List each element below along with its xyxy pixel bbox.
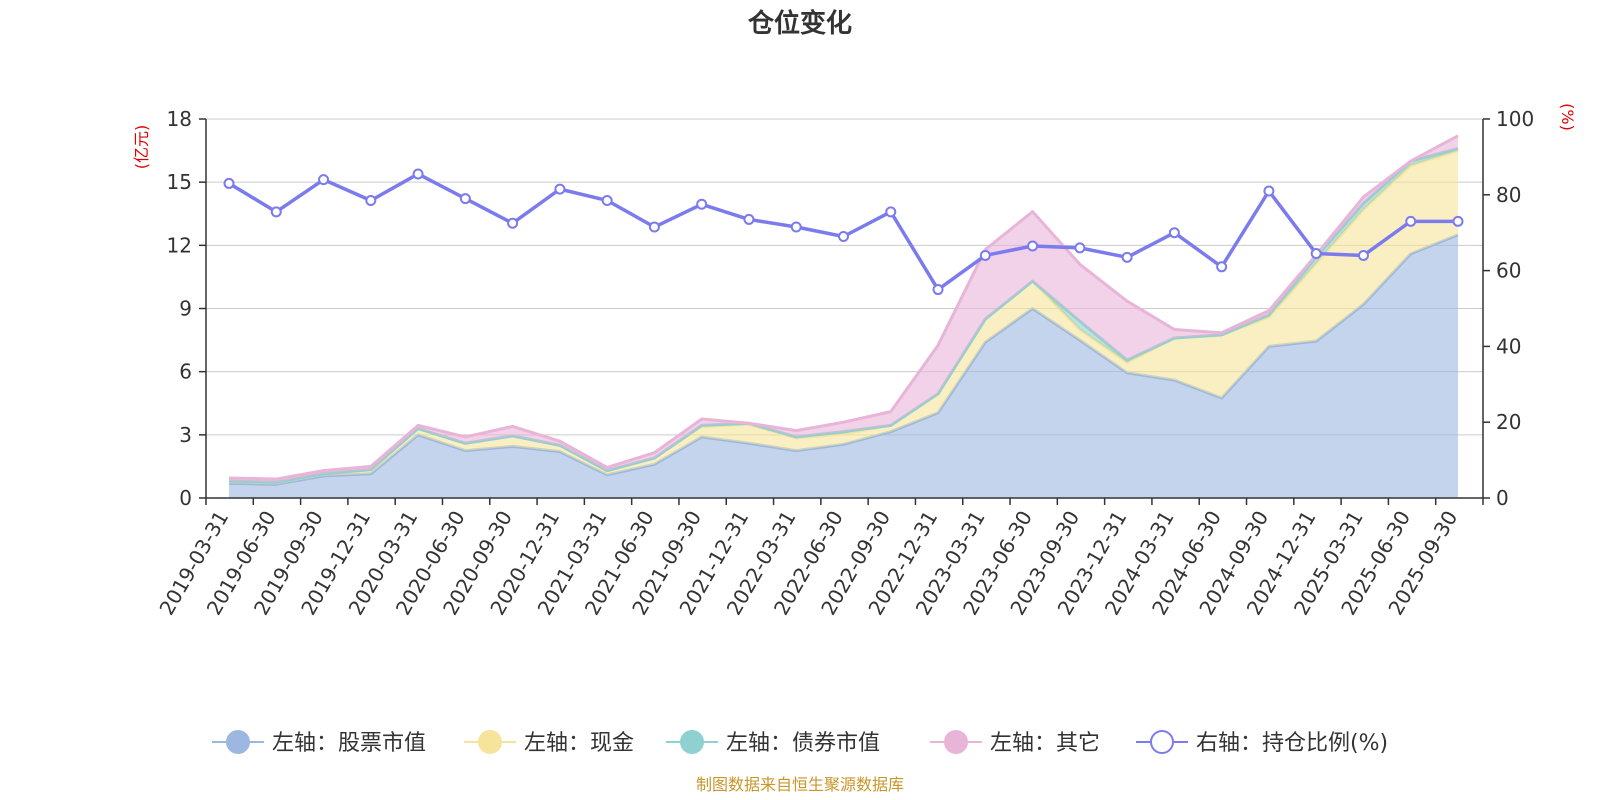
holding-ratio-point [932, 284, 944, 296]
right-tick-label: 100 [1496, 107, 1534, 131]
holding-ratio-point [1310, 248, 1322, 260]
chart-title: 仓位变化 [747, 8, 852, 39]
legend-label: 左轴：股票市值 [272, 731, 426, 756]
holding-ratio-point [459, 193, 471, 205]
left-tick-label: 6 [179, 360, 192, 384]
right-axis-unit: (%) [1558, 103, 1577, 131]
holding-ratio-point [696, 198, 708, 210]
holding-ratio-point [1263, 185, 1275, 197]
legend-label: 右轴：持仓比例(%) [1196, 731, 1388, 756]
data-source-note: 制图数据来自恒生聚源数据库 [696, 775, 904, 794]
holding-ratio-point [1027, 240, 1039, 252]
legend: 左轴：股票市值 左轴：现金 左轴：债券市值 左轴：其它 右轴：持仓比例(%) [212, 730, 1388, 756]
area-左轴-股票市值 [229, 234, 1458, 499]
legend-marker [944, 730, 968, 754]
legend-label: 左轴：现金 [524, 731, 634, 756]
legend-label: 左轴：债券市值 [726, 731, 880, 756]
holding-ratio-point [223, 177, 235, 189]
left-tick-label: 3 [179, 423, 192, 447]
holding-ratio-point [318, 174, 330, 186]
left-tick-label: 12 [167, 233, 192, 257]
holding-ratio-point [743, 213, 755, 225]
holding-ratio-point [790, 221, 802, 233]
left-tick-label: 18 [167, 107, 192, 131]
legend-marker [226, 730, 250, 754]
right-tick-label: 60 [1496, 259, 1521, 283]
holding-ratio-point [1216, 261, 1228, 273]
right-tick-label: 80 [1496, 183, 1521, 207]
holding-ratio-point [507, 217, 519, 229]
holding-ratio-point [412, 168, 424, 180]
legend-marker [1150, 730, 1174, 754]
legend-marker [680, 730, 704, 754]
holding-ratio-point [885, 206, 897, 218]
holding-ratio-point [270, 206, 282, 218]
holding-ratio-point [648, 221, 660, 233]
holding-ratio-point [365, 194, 377, 206]
holding-ratio-point [979, 249, 991, 261]
holding-ratio-point [1357, 249, 1369, 261]
right-tick-label: 40 [1496, 334, 1521, 358]
left-tick-label: 15 [167, 170, 192, 194]
left-tick-label: 0 [179, 486, 192, 510]
holding-ratio-point [1121, 251, 1133, 263]
left-axis-unit: (亿元) [132, 125, 151, 170]
legend-label: 左轴：其它 [990, 731, 1100, 756]
holding-ratio-point [601, 194, 613, 206]
holding-ratio-point [1452, 215, 1464, 227]
right-tick-label: 20 [1496, 410, 1521, 434]
holding-ratio-point [838, 230, 849, 242]
holding-ratio-point [1405, 215, 1417, 227]
left-tick-label: 9 [179, 297, 192, 321]
legend-marker [478, 730, 502, 754]
holding-ratio-point [554, 183, 566, 195]
right-tick-label: 0 [1496, 486, 1509, 510]
line-左轴-其它 [228, 134, 1459, 481]
holding-ratio-point [1168, 227, 1180, 239]
holding-ratio-series [223, 168, 1464, 296]
stacked-areas [228, 134, 1459, 499]
holding-ratio-point [1074, 242, 1086, 254]
